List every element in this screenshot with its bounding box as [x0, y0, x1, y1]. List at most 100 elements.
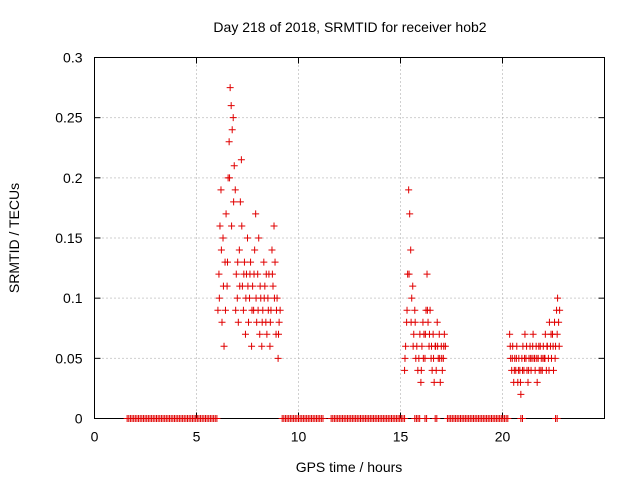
data-point [269, 282, 277, 290]
data-point [266, 342, 274, 350]
data-point [258, 318, 266, 326]
y-tick-label: 0.2 [63, 170, 83, 186]
data-point [407, 246, 415, 254]
data-point [553, 330, 561, 338]
data-point [543, 342, 551, 350]
data-point [242, 294, 250, 302]
data-point [272, 306, 280, 314]
data-point [518, 366, 526, 374]
grid-layer [94, 57, 605, 419]
data-point [405, 270, 413, 278]
data-point [236, 282, 244, 290]
zero-point [423, 415, 431, 422]
data-point [215, 294, 223, 302]
data-point [270, 294, 278, 302]
data-point [430, 354, 438, 362]
data-point [266, 318, 274, 326]
data-point [268, 270, 276, 278]
data-point [217, 186, 225, 194]
data-point [218, 318, 226, 326]
data-point [260, 258, 268, 266]
data-point [409, 282, 417, 290]
data-point [219, 282, 227, 290]
data-point [258, 342, 266, 350]
data-point [254, 306, 262, 314]
data-point [219, 234, 227, 242]
data-point [408, 294, 416, 302]
zero-point [504, 415, 512, 422]
data-point [549, 342, 557, 350]
data-point [214, 306, 222, 314]
data-point [228, 222, 236, 230]
data-point [440, 342, 448, 350]
y-tick-label: 0.1 [63, 290, 83, 306]
data-point [240, 270, 248, 278]
data-point [228, 126, 236, 134]
data-point [403, 306, 411, 314]
zero-point [401, 415, 409, 422]
zero-point [553, 415, 561, 422]
x-tick-label: 5 [193, 429, 201, 445]
data-point [533, 354, 541, 362]
data-point [525, 366, 533, 374]
data-point [516, 378, 524, 386]
data-point [418, 342, 426, 350]
data-point [216, 222, 224, 230]
data-point [523, 342, 531, 350]
data-point [230, 198, 238, 206]
data-point [432, 366, 440, 374]
x-axis-label: GPS time / hours [296, 459, 403, 475]
data-point [227, 102, 235, 110]
zero-point [213, 415, 221, 422]
chart-title: Day 218 of 2018, SRMTID for receiver hob… [213, 19, 486, 35]
data-point [251, 246, 259, 254]
data-point [247, 258, 255, 266]
y-tick-label: 0 [75, 411, 83, 427]
data-point [252, 210, 260, 218]
data-point [275, 318, 283, 326]
data-point [419, 354, 427, 362]
data-point [230, 162, 238, 170]
data-point [430, 378, 438, 386]
data-point [401, 354, 409, 362]
data-point [521, 330, 529, 338]
data-point [506, 342, 514, 350]
x-tick-label: 10 [291, 429, 307, 445]
data-point [436, 378, 444, 386]
x-tick-label: 20 [495, 429, 511, 445]
data-point [556, 306, 564, 314]
data-point [529, 330, 537, 338]
data-point [250, 270, 258, 278]
y-tick-label: 0.15 [55, 230, 82, 246]
data-point [521, 354, 529, 362]
data-point [248, 342, 256, 350]
data-point [506, 330, 514, 338]
data-point [256, 282, 264, 290]
y-axis-label: SRMTID / TECUs [6, 183, 22, 293]
data-point [513, 342, 521, 350]
data-point [238, 222, 246, 230]
data-point [512, 354, 520, 362]
data-point [533, 378, 541, 386]
data-point [401, 366, 409, 374]
data-point [232, 270, 240, 278]
data-point [244, 234, 251, 242]
data-point [433, 318, 441, 326]
data-point [234, 258, 242, 266]
data-point [424, 318, 432, 326]
data-point [551, 354, 559, 362]
data-point [517, 390, 525, 398]
data-point [411, 306, 419, 314]
data-point [239, 306, 247, 314]
data-point [271, 258, 279, 266]
data-point [268, 246, 276, 254]
data-point [440, 330, 448, 338]
data-point [555, 318, 563, 326]
data-point [547, 330, 555, 338]
data-point [423, 306, 431, 314]
data-point [275, 330, 283, 338]
data-point [217, 246, 225, 254]
data-point [252, 294, 260, 302]
y-tick-label: 0.3 [63, 50, 83, 66]
